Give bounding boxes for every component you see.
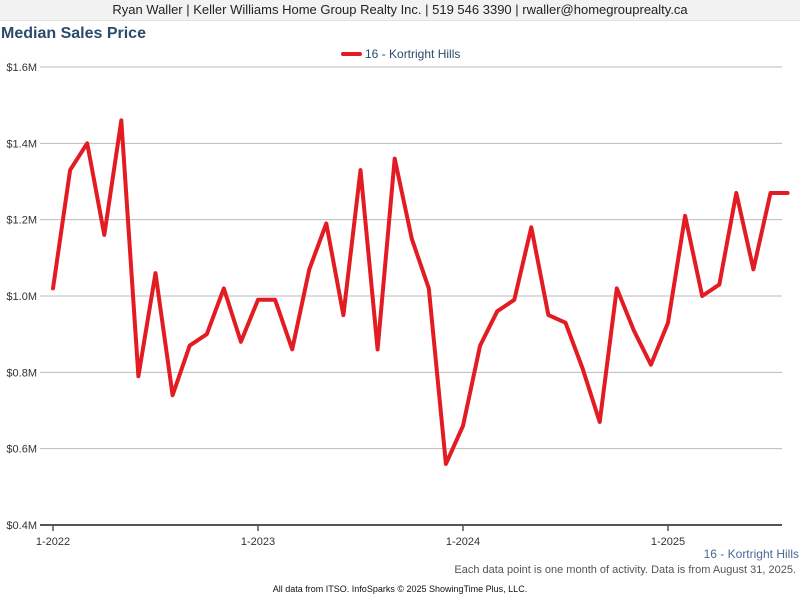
series-end-caption: 16 - Kortright Hills	[704, 547, 799, 561]
data-source: All data from ITSO. InfoSparks © 2025 Sh…	[272, 584, 528, 594]
legend-label-kortright-hills: 16 - Kortright Hills	[365, 47, 460, 61]
y-tick-label: $1.2M	[6, 215, 37, 227]
y-tick-label: $1.6M	[6, 62, 37, 74]
series-line-kortright-hills[interactable]	[51, 118, 790, 466]
y-tick-label: $0.8M	[6, 367, 37, 379]
x-tick-label: 1-2025	[651, 536, 685, 548]
y-tick-label: $1.0M	[6, 291, 37, 303]
agent-contact-bar: Ryan Waller | Keller Williams Home Group…	[0, 0, 800, 21]
axis-layer: $0.4M $0.6M $0.8M $1.0M $1.2M $1.4M $1.6M 1-202…	[6, 62, 782, 548]
chart-title: Median Sales Price	[1, 25, 146, 42]
y-tick-label: $1.4M	[6, 138, 37, 150]
legend[interactable]: 16 - Kortright Hills	[341, 47, 460, 61]
x-tick-label: 1-2022	[36, 536, 70, 548]
series-layer	[51, 118, 790, 466]
x-tick-label: 1-2023	[241, 536, 275, 548]
y-tick-label: $0.4M	[6, 520, 37, 532]
y-tick-label: $0.6M	[6, 444, 37, 456]
grid-layer	[40, 66, 782, 450]
x-tick-label: 1-2024	[446, 536, 480, 548]
agent-contact-text: Ryan Waller | Keller Williams Home Group…	[112, 2, 688, 17]
data-note: Each data point is one month of activity…	[454, 564, 796, 576]
